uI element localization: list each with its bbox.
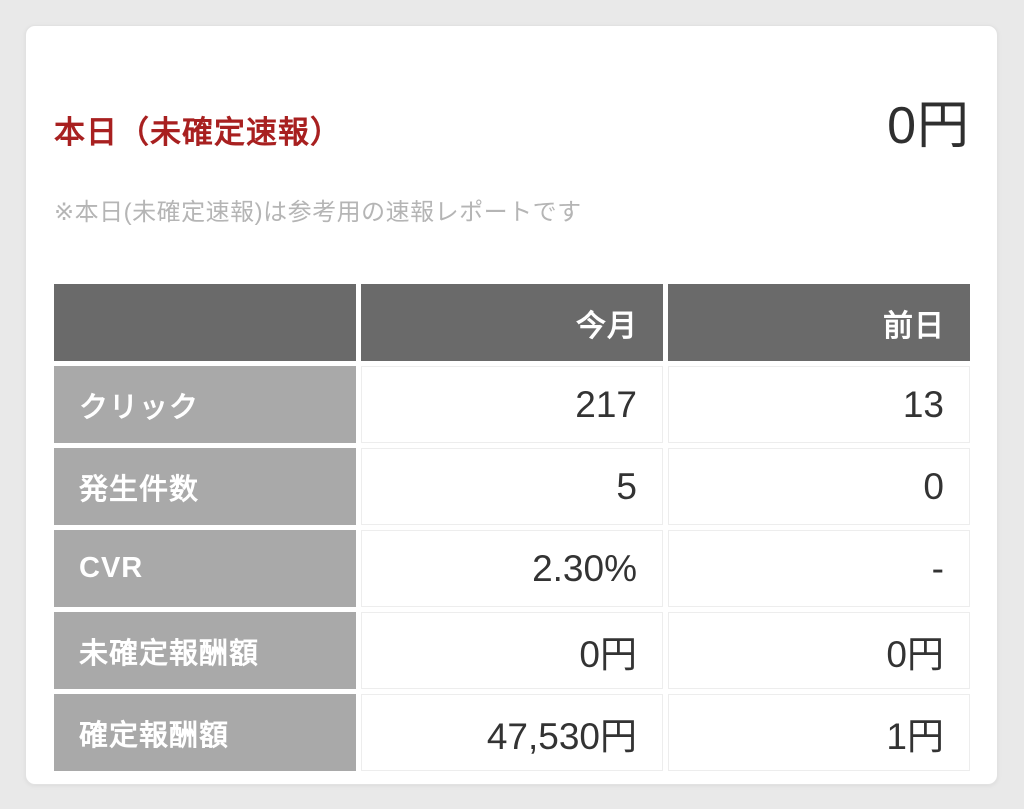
total-amount: 0円 [887, 97, 970, 155]
this-month-value: 0円 [361, 612, 663, 689]
row-label: CVR [54, 530, 356, 607]
prev-day-value: - [668, 530, 970, 607]
table-row: 確定報酬額 47,530円 1円 [54, 694, 970, 771]
report-card: 本日（未確定速報） 0円 ※本日(未確定速報)は参考用の速報レポートです 今月 … [25, 25, 998, 785]
row-label: 確定報酬額 [54, 694, 356, 771]
table-row: 未確定報酬額 0円 0円 [54, 612, 970, 689]
this-month-column-header: 今月 [361, 284, 663, 361]
table-row: クリック 217 13 [54, 366, 970, 443]
header-row: 今月 前日 [54, 284, 970, 361]
row-label: クリック [54, 366, 356, 443]
row-label: 未確定報酬額 [54, 612, 356, 689]
prev-day-value: 0 [668, 448, 970, 525]
table-row: CVR 2.30% - [54, 530, 970, 607]
report-title: 本日（未確定速報） [54, 115, 342, 150]
this-month-value: 217 [361, 366, 663, 443]
prev-day-value: 1円 [668, 694, 970, 771]
card-header: 本日（未確定速報） 0円 [54, 83, 970, 158]
this-month-value: 5 [361, 448, 663, 525]
row-label: 発生件数 [54, 448, 356, 525]
prev-day-value: 0円 [668, 612, 970, 689]
prev-day-value: 13 [668, 366, 970, 443]
this-month-value: 47,530円 [361, 694, 663, 771]
stats-table: 今月 前日 クリック 217 13 発生件数 5 0 CVR 2.30% - 未… [49, 279, 975, 776]
report-note: ※本日(未確定速報)は参考用の速報レポートです [54, 199, 582, 226]
table-row: 発生件数 5 0 [54, 448, 970, 525]
prev-day-column-header: 前日 [668, 284, 970, 361]
this-month-value: 2.30% [361, 530, 663, 607]
metric-column-header [54, 284, 356, 361]
